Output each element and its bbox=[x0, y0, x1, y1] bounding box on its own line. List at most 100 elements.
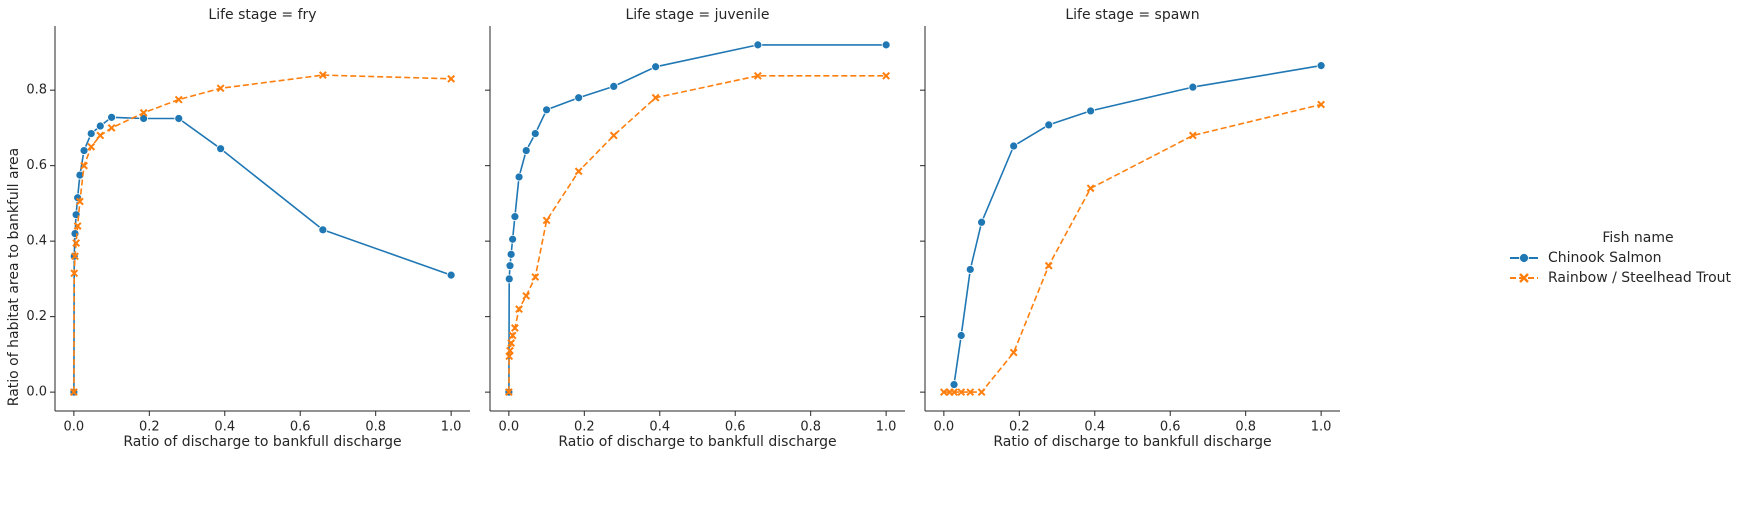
legend-label-rainbow-steelhead-trout: Rainbow / Steelhead Trout bbox=[1548, 270, 1732, 286]
data-point bbox=[508, 234, 518, 244]
data-point bbox=[574, 93, 584, 103]
x-axis-title: Ratio of discharge to bankfull discharge bbox=[558, 434, 836, 450]
data-point bbox=[71, 252, 79, 261]
y-tick-label: 0.0 bbox=[26, 385, 47, 400]
data-point bbox=[510, 212, 520, 222]
data-point bbox=[174, 114, 184, 123]
x-tick-label: 0.6 bbox=[290, 420, 311, 435]
series-chinook-salmon bbox=[69, 112, 456, 397]
data-point bbox=[1086, 184, 1095, 193]
data-point bbox=[542, 216, 551, 225]
data-point bbox=[318, 71, 327, 79]
data-point bbox=[505, 261, 515, 271]
y-tick-label: 0.6 bbox=[26, 158, 47, 173]
data-point bbox=[86, 129, 96, 138]
x-tick-label: 0.2 bbox=[139, 420, 160, 435]
data-point bbox=[1009, 141, 1019, 151]
data-point bbox=[174, 95, 183, 104]
series-chinook-salmon bbox=[504, 40, 891, 397]
data-point bbox=[139, 114, 149, 123]
data-point bbox=[1188, 82, 1198, 92]
series-line bbox=[73, 74, 452, 393]
data-point bbox=[87, 142, 96, 151]
series-line bbox=[508, 75, 887, 393]
data-point bbox=[651, 62, 661, 72]
y-tick-label: 0.2 bbox=[26, 309, 47, 324]
chart-panels: Life stage = fry 0.0 0.2 0.4 0.6 0.8 1.0 0.0 0.2… bbox=[26, 7, 1340, 450]
data-point bbox=[977, 217, 986, 227]
data-point bbox=[530, 129, 540, 138]
x-tick-label: 0.8 bbox=[365, 420, 386, 435]
data-point bbox=[1317, 100, 1326, 109]
data-point bbox=[950, 388, 958, 397]
x-tick-label: 1.0 bbox=[1311, 420, 1332, 435]
data-point bbox=[504, 274, 514, 284]
data-point bbox=[508, 331, 517, 340]
data-point bbox=[753, 40, 763, 50]
legend-circle-marker-icon bbox=[1519, 253, 1529, 263]
x-tick-label: 0.6 bbox=[1160, 420, 1181, 435]
x-tick-label: 0.2 bbox=[1009, 420, 1030, 435]
data-point bbox=[531, 273, 540, 281]
legend: Fish name Chinook Salmon Rainbow / Steel… bbox=[1510, 230, 1732, 286]
x-tick-label: 0.0 bbox=[499, 420, 520, 435]
data-point bbox=[515, 305, 523, 313]
data-point bbox=[216, 84, 225, 93]
data-point bbox=[107, 124, 116, 132]
data-point bbox=[977, 388, 986, 397]
data-point bbox=[956, 331, 966, 340]
series-line bbox=[953, 64, 1322, 385]
x-tick-label: 0.4 bbox=[214, 420, 235, 435]
series-rainbow-steelhead-trout bbox=[69, 71, 456, 397]
data-point bbox=[506, 346, 514, 355]
series-rainbow-steelhead-trout bbox=[504, 71, 891, 397]
data-point bbox=[95, 121, 105, 131]
legend-title: Fish name bbox=[1602, 230, 1673, 246]
data-point bbox=[965, 265, 975, 274]
series-chinook-salmon bbox=[949, 61, 1326, 389]
data-point bbox=[542, 105, 551, 115]
data-point bbox=[609, 131, 618, 140]
data-point bbox=[651, 93, 660, 102]
y-tick-label: 0.4 bbox=[26, 234, 47, 249]
data-point bbox=[514, 172, 524, 182]
series-line bbox=[73, 116, 452, 393]
data-point bbox=[75, 170, 85, 180]
data-point bbox=[522, 291, 531, 300]
legend-x-marker-icon bbox=[1519, 273, 1529, 283]
data-point bbox=[609, 81, 619, 91]
series-line bbox=[943, 103, 1322, 393]
data-point bbox=[939, 388, 948, 397]
series-line bbox=[508, 44, 887, 393]
data-point bbox=[521, 146, 531, 155]
data-point bbox=[881, 40, 891, 50]
data-point bbox=[216, 144, 226, 154]
data-point bbox=[72, 239, 81, 247]
data-point bbox=[1316, 61, 1326, 71]
data-point bbox=[510, 324, 519, 332]
x-tick-label: 0.0 bbox=[934, 420, 955, 435]
data-point bbox=[80, 161, 88, 170]
panel-title: Life stage = juvenile bbox=[625, 7, 769, 23]
panel-spawn: Life stage = spawn 0.0 0.2 0.4 0.6 0.8 1.0 Rati… bbox=[920, 7, 1340, 450]
data-point bbox=[966, 388, 975, 397]
data-point bbox=[949, 380, 959, 389]
data-point bbox=[1044, 120, 1054, 130]
x-tick-label: 0.0 bbox=[64, 420, 85, 435]
panel-title: Life stage = spawn bbox=[1065, 7, 1199, 23]
data-point bbox=[1009, 348, 1018, 357]
data-point bbox=[75, 197, 84, 206]
x-tick-label: 1.0 bbox=[441, 420, 462, 435]
data-point bbox=[447, 74, 456, 83]
x-tick-label: 0.8 bbox=[1235, 420, 1256, 435]
x-axis-title: Ratio of discharge to bankfull discharge bbox=[993, 434, 1271, 450]
data-point bbox=[506, 249, 516, 259]
data-point bbox=[882, 71, 891, 80]
data-point bbox=[1086, 106, 1096, 116]
y-axis-title: Ratio of habitat area to bankfull area bbox=[6, 148, 22, 406]
x-tick-label: 0.2 bbox=[574, 420, 595, 435]
data-point bbox=[1044, 261, 1053, 270]
panel-title: Life stage = fry bbox=[208, 7, 316, 23]
data-point bbox=[753, 71, 762, 80]
x-axis-title: Ratio of discharge to bankfull discharge bbox=[123, 434, 401, 450]
